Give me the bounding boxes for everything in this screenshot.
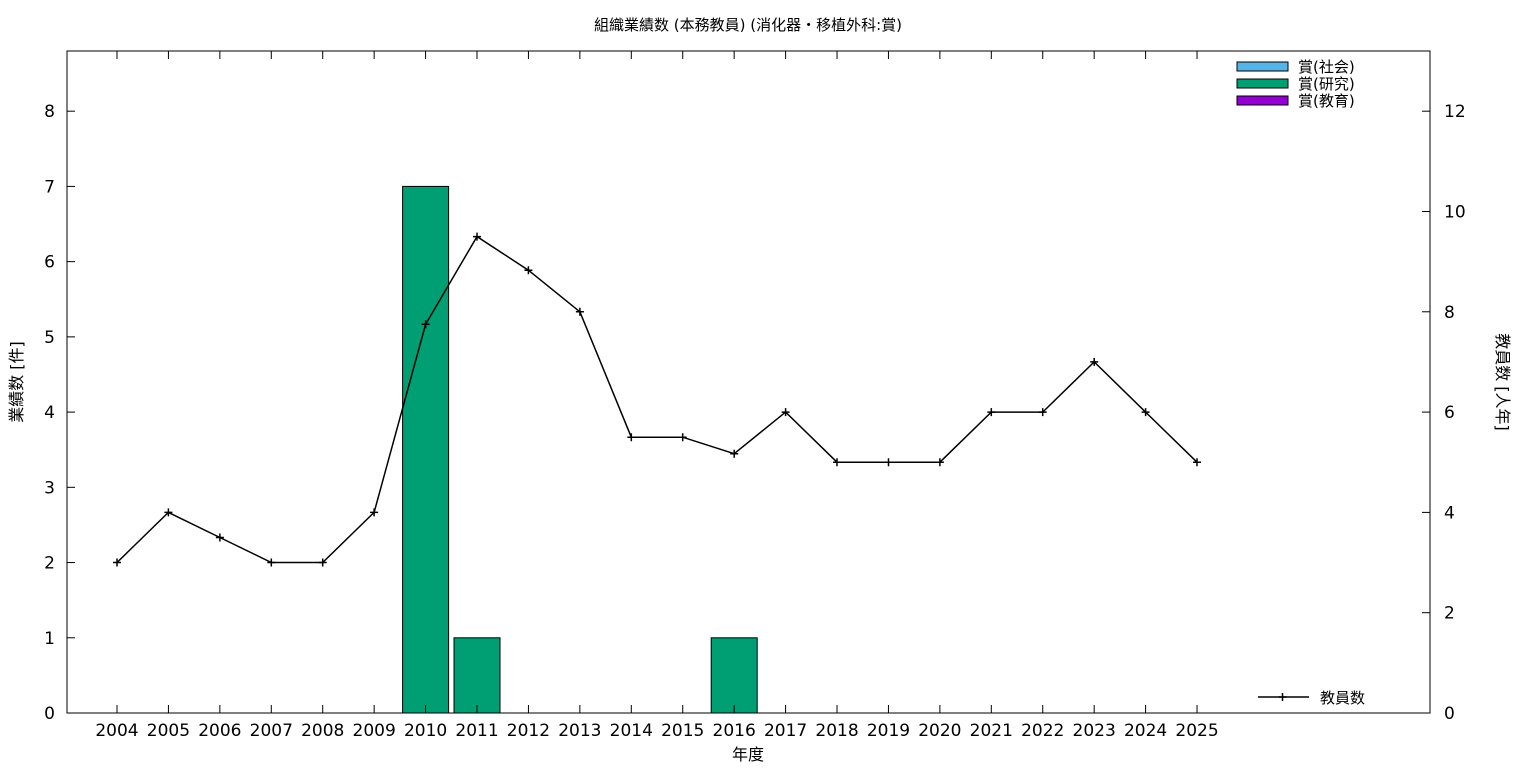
y-tick-label: 6 bbox=[44, 253, 55, 273]
y-tick-label: 5 bbox=[44, 328, 55, 348]
y2-tick-label: 0 bbox=[1444, 704, 1455, 724]
x-tick-label: 2015 bbox=[661, 721, 704, 741]
y2-tick-label: 10 bbox=[1444, 202, 1466, 222]
x-tick-label: 2005 bbox=[147, 721, 190, 741]
legend-swatch-research bbox=[1236, 78, 1289, 89]
x-tick-label: 2019 bbox=[867, 721, 910, 741]
x-tick-label: 2023 bbox=[1073, 721, 1116, 741]
faculty-point-2010 bbox=[421, 320, 430, 329]
faculty-point-2022 bbox=[1038, 408, 1047, 417]
y-tick-label: 1 bbox=[44, 629, 55, 649]
bar-2011 bbox=[453, 637, 501, 714]
chart-title: 組織業績数 (本務教員) (消化器・移植外科:賞) bbox=[594, 16, 902, 34]
y-axis-label: 業績数 [件] bbox=[7, 341, 26, 423]
x-tick-label: 2012 bbox=[507, 721, 550, 741]
x-tick-label: 2016 bbox=[713, 721, 756, 741]
faculty-point-2008 bbox=[318, 558, 327, 567]
faculty-point-2012 bbox=[524, 266, 533, 275]
plot-frame bbox=[66, 50, 1431, 714]
faculty-point-2020 bbox=[935, 458, 944, 467]
legend-label-faculty: 教員数 bbox=[1320, 689, 1365, 707]
x-tick-label: 2018 bbox=[815, 721, 858, 741]
x-tick-label: 2014 bbox=[610, 721, 653, 741]
x-tick-label: 2021 bbox=[970, 721, 1013, 741]
bar-2010 bbox=[402, 185, 450, 714]
legend-line: 教員数 bbox=[1258, 689, 1365, 707]
x-tick-label: 2006 bbox=[198, 721, 241, 741]
legend-swatch-social bbox=[1236, 61, 1289, 72]
x-tick-label: 2020 bbox=[918, 721, 961, 741]
legend-label-social: 賞(社会) bbox=[1298, 58, 1355, 76]
y2-tick-label: 4 bbox=[1444, 503, 1455, 523]
faculty-point-2011 bbox=[473, 232, 481, 241]
faculty-point-2006 bbox=[215, 533, 224, 542]
ticks-layer: 2004 2005 2006 2007 2008 2009 2010 2011 2012 2013… bbox=[44, 51, 1466, 741]
line-layer bbox=[113, 232, 1201, 567]
faculty-point-2005 bbox=[164, 508, 173, 517]
x-axis-label: 年度 bbox=[732, 745, 764, 764]
bars-layer bbox=[402, 185, 758, 714]
x-tick-label: 2007 bbox=[250, 721, 293, 741]
y2-tick-label: 2 bbox=[1444, 604, 1455, 624]
y2-tick-label: 8 bbox=[1444, 303, 1455, 323]
bar-2016 bbox=[710, 637, 758, 714]
y2-tick-label: 6 bbox=[1444, 403, 1455, 423]
faculty-point-2021 bbox=[987, 408, 996, 417]
faculty-point-2024 bbox=[1141, 408, 1150, 417]
faculty-point-2014 bbox=[627, 433, 636, 442]
y2-axis-label: 教員数 [人年] bbox=[1493, 333, 1512, 431]
faculty-point-2025 bbox=[1193, 458, 1201, 467]
y-tick-label: 4 bbox=[44, 403, 55, 423]
y-tick-label: 7 bbox=[44, 177, 55, 197]
y-tick-label: 0 bbox=[44, 704, 55, 724]
faculty-point-2019 bbox=[884, 458, 893, 467]
x-tick-label: 2025 bbox=[1175, 721, 1218, 741]
legend-swatch-education bbox=[1236, 95, 1289, 106]
faculty-line bbox=[116, 235, 1198, 564]
y2-tick-label: 12 bbox=[1444, 102, 1466, 122]
x-tick-label: 2022 bbox=[1021, 721, 1064, 741]
x-tick-label: 2011 bbox=[455, 721, 498, 741]
faculty-point-2015 bbox=[678, 433, 687, 442]
y-tick-label: 3 bbox=[44, 478, 55, 498]
legend-label-education: 賞(教育) bbox=[1298, 92, 1355, 110]
y-tick-label: 8 bbox=[44, 102, 55, 122]
faculty-point-2016 bbox=[730, 449, 739, 458]
legend-line-marker bbox=[1278, 693, 1287, 701]
faculty-point-2017 bbox=[781, 408, 790, 417]
x-tick-label: 2013 bbox=[558, 721, 601, 741]
faculty-point-2018 bbox=[833, 458, 841, 467]
faculty-point-2004 bbox=[113, 558, 121, 567]
x-tick-label: 2004 bbox=[95, 721, 138, 741]
x-tick-label: 2009 bbox=[353, 721, 396, 741]
x-tick-label: 2017 bbox=[764, 721, 807, 741]
x-tick-label: 2008 bbox=[301, 721, 344, 741]
faculty-point-2023 bbox=[1090, 357, 1099, 366]
faculty-point-2007 bbox=[267, 558, 276, 567]
legend-bars: 賞(社会) 賞(研究) 賞(教育) bbox=[1236, 58, 1355, 110]
x-tick-label: 2010 bbox=[404, 721, 447, 741]
legend-label-research: 賞(研究) bbox=[1298, 75, 1355, 93]
x-tick-label: 2024 bbox=[1124, 721, 1167, 741]
faculty-point-2013 bbox=[575, 307, 584, 316]
y-tick-label: 2 bbox=[44, 554, 55, 574]
faculty-point-2009 bbox=[370, 508, 379, 517]
